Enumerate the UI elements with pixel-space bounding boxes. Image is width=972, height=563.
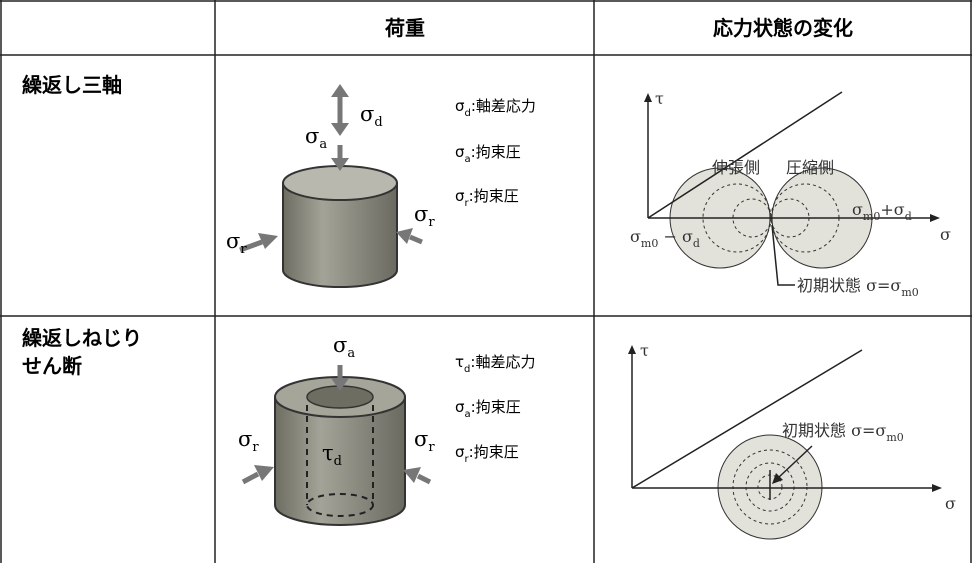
legend-item-sub: r [465, 198, 470, 209]
plot-label: τ [640, 341, 649, 360]
legend-item-text: σ [455, 398, 465, 416]
legend-item: σr:拘束圧 [455, 187, 519, 209]
header-cell: 応力状態の変化 [713, 16, 853, 40]
load-symbol-sub: a [347, 346, 355, 361]
plot-label-text: σ [940, 225, 951, 244]
plot-label: σm0 − σd [630, 227, 700, 250]
torsion-specimen [241, 365, 432, 526]
plot-label-sub: m0 [886, 431, 903, 444]
load-symbol-text: σ [238, 427, 252, 451]
plot-label-text: 初期状態 σ=σ [782, 421, 886, 440]
legend-item-sub: d [465, 108, 471, 119]
header-cell: 荷重 [385, 16, 425, 40]
plot-label-text: 伸張側 [712, 158, 760, 177]
legend-item-text: σ [455, 97, 465, 115]
row-label: 繰返しねじり [22, 326, 142, 350]
load-symbol: σr [238, 427, 259, 455]
row-label: せん断 [22, 354, 82, 378]
legend-item-sub: r [465, 454, 470, 465]
legend-item-text: σ [455, 143, 465, 161]
legend-item-text: :拘束圧 [471, 143, 521, 161]
plot-label: 伸張側 [712, 158, 760, 177]
legend-item-text: :軸差応力 [470, 353, 535, 371]
legend-item-sub: a [465, 154, 471, 165]
plot-label: τ [655, 89, 664, 108]
plot-label: σm0+σd [852, 200, 912, 223]
load-symbol-text: τ [322, 441, 334, 465]
plot-label-text: 圧縮側 [786, 158, 834, 177]
load-symbol: σr [414, 202, 435, 230]
load-symbol: σd [360, 102, 383, 130]
plot-label-text: σ [945, 494, 956, 513]
plot-label: σ [945, 494, 956, 513]
plot-label-sub: m0 [863, 210, 880, 223]
plot-label-text: − σ [658, 227, 693, 246]
load-symbol-sub: a [319, 137, 327, 152]
load-symbol-text: σ [414, 427, 428, 451]
legend-item-text: σ [455, 443, 465, 461]
legend-item-sub: d [464, 364, 470, 375]
plot-label: 初期状態 σ=σm0 [782, 421, 904, 444]
load-symbol-sub: r [240, 242, 247, 257]
plot-label: 圧縮側 [786, 158, 834, 177]
load-symbol: τd [322, 441, 342, 469]
plot-label-sub: d [693, 237, 700, 250]
legend-item-text: :拘束圧 [469, 443, 519, 461]
triaxial-specimen [239, 84, 423, 288]
plot-label-text: σ [852, 200, 863, 219]
load-symbol: σr [414, 427, 435, 455]
stress-path-plot-2 [628, 345, 942, 540]
plot-label: 初期状態 σ=σm0 [797, 276, 919, 299]
stress-path-plot-1 [644, 91, 940, 286]
load-symbol-sub: r [428, 440, 435, 455]
legend-item-sub: a [465, 409, 471, 420]
legend-item: τd:軸差応力 [455, 353, 535, 375]
load-symbol-text: σ [305, 124, 319, 148]
plot-label-text: +σ [880, 200, 904, 219]
load-symbol-sub: r [252, 440, 259, 455]
load-symbol-sub: d [334, 454, 342, 469]
load-symbol: σr [226, 229, 247, 257]
row-label: 繰返し三軸 [22, 73, 122, 97]
load-symbol-text: σ [414, 202, 428, 226]
legend-item-text: :軸差応力 [471, 97, 536, 115]
load-symbol: σa [305, 124, 327, 152]
plot-label-sub: m0 [901, 286, 918, 299]
load-symbol-sub: d [374, 115, 382, 130]
plot-label-text: τ [655, 89, 664, 108]
load-symbol: σa [333, 333, 355, 361]
load-symbol-text: σ [226, 229, 240, 253]
plot-label-sub: d [905, 210, 912, 223]
plot-label-text: σ [630, 227, 641, 246]
legend-item-text: :拘束圧 [471, 398, 521, 416]
legend-item: σr:拘束圧 [455, 443, 519, 465]
plot-label-sub: m0 [641, 237, 658, 250]
load-symbol-text: σ [360, 102, 374, 126]
legend-item-text: :拘束圧 [469, 187, 519, 205]
load-symbol-text: σ [333, 333, 347, 357]
legend-item: σa:拘束圧 [455, 143, 521, 165]
legend-item-text: σ [455, 187, 465, 205]
plot-label-text: τ [640, 341, 649, 360]
plot-label: σ [940, 225, 951, 244]
legend-item: σa:拘束圧 [455, 398, 521, 420]
legend-item-text: τ [455, 353, 464, 371]
legend-item: σd:軸差応力 [455, 97, 536, 119]
load-symbol-sub: r [428, 215, 435, 230]
plot-label-text: 初期状態 σ=σ [797, 276, 901, 295]
